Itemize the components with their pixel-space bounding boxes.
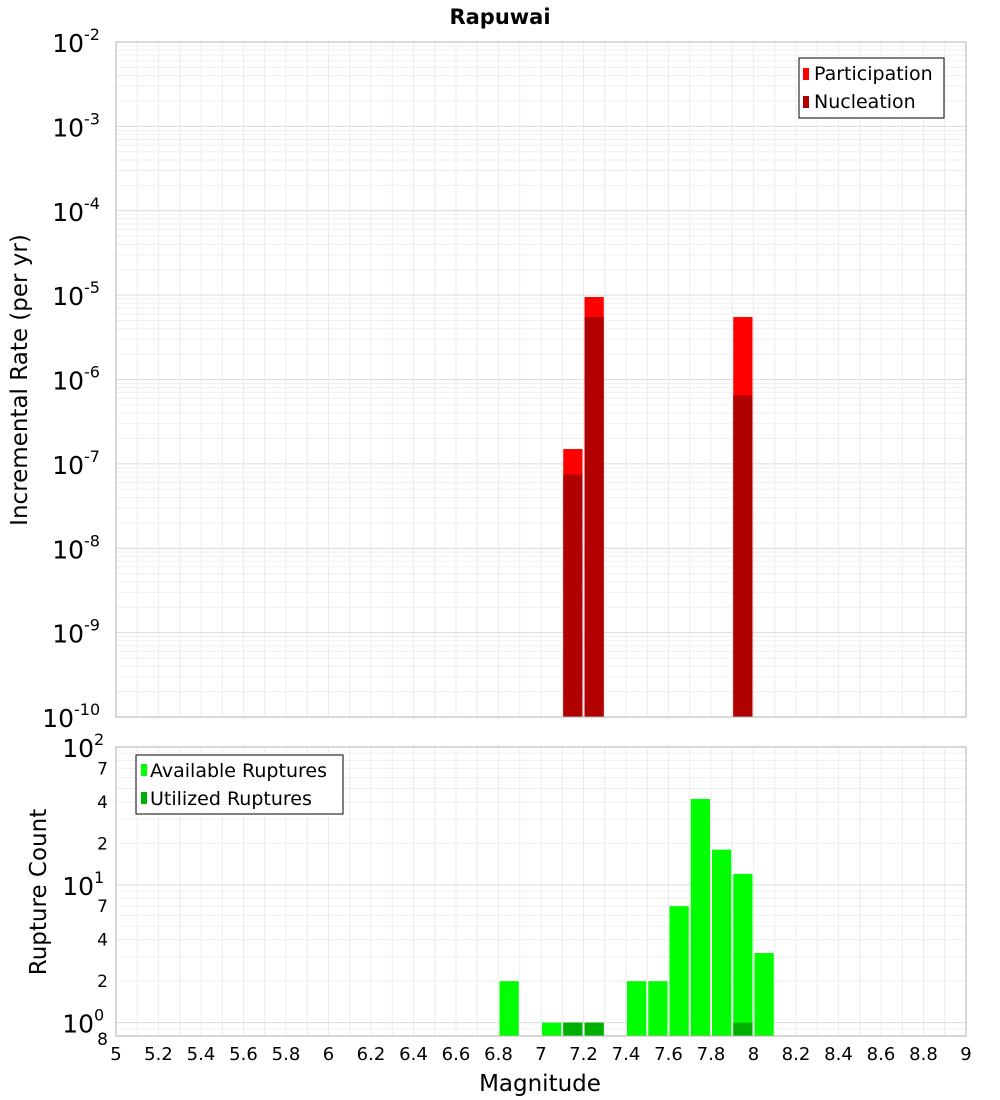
count-panel-grid [115,747,967,1037]
x-tick-label: 5 [110,1044,121,1065]
y-tick-label: 10 [52,451,84,480]
y-tick-exponent: -4 [84,194,100,213]
count-y-axis-label: Rupture Count [26,809,52,975]
bar-available-ruptures [754,953,774,1036]
y-tick-exponent: -10 [74,700,100,719]
x-tick-label: 8.2 [782,1044,811,1065]
bar-nucleation [733,395,753,717]
y-tick-label: 7 [97,759,108,779]
y-tick-label: 10 [52,535,84,564]
x-tick-label: 8.8 [909,1044,938,1065]
legend-label-nucleation: Nucleation [814,91,916,113]
legend-swatch-available-ruptures [141,764,147,776]
y-tick-label: 10 [52,367,84,396]
rate-panel-bars [563,297,753,717]
bar-nucleation [563,474,583,717]
x-tick-label: 7.8 [697,1044,726,1065]
bar-available-ruptures [627,981,647,1036]
x-axis-label: Magnitude [479,1071,601,1097]
y-tick-exponent: 2 [94,730,104,749]
count-legend-box [135,754,344,815]
x-tick-label: 5.8 [272,1044,301,1065]
x-tick-label: 8 [748,1044,759,1065]
legend-label-participation: Participation [814,63,933,85]
y-tick-label: 2 [97,972,108,992]
y-tick-exponent: 1 [94,868,104,887]
x-tick-label: 5.6 [229,1044,258,1065]
count-legend: Available Ruptures Utilized Ruptures [135,754,344,815]
x-tick-label: 6.8 [484,1044,513,1065]
y-tick-label: 10 [62,734,94,763]
y-tick-label: 2 [97,834,108,854]
rate-panel-frame [115,41,967,718]
bar-utilized-ruptures [733,1022,753,1036]
bar-available-ruptures [690,798,710,1036]
y-tick-label: 7 [97,897,108,917]
count-panel-bars [499,798,774,1036]
y-tick-exponent: -6 [84,363,100,382]
legend-label-utilized-ruptures: Utilized Ruptures [150,788,312,810]
bar-available-ruptures [733,873,753,1036]
chart-title: Rapuwai [449,5,550,29]
x-tick-label: 9 [960,1044,971,1065]
x-tick-label: 5.2 [144,1044,173,1065]
rate-y-axis-label: Incremental Rate (per yr) [7,234,33,526]
y-tick-exponent: -8 [84,531,100,550]
legend-swatch-utilized-ruptures [141,792,147,804]
y-tick-exponent: -5 [84,278,100,297]
legend-label-available-ruptures: Available Ruptures [150,760,327,782]
y-tick-label: 4 [97,931,108,951]
x-tick-label: 5.4 [187,1044,216,1065]
y-tick-exponent: -3 [84,109,100,128]
count-panel-frame [115,746,967,1037]
bar-available-ruptures [542,1022,562,1036]
bar-utilized-ruptures [563,1022,583,1036]
x-tick-label: 6 [323,1044,334,1065]
x-tick-label: 8.4 [824,1044,853,1065]
x-tick-label: 7.2 [569,1044,598,1065]
x-tick-labels: 5 5.2 5.4 5.6 5.8 6 6.2 6.4 6.6 6.8 7 7.2 7.4 7.6 7.8 8… [110,1044,971,1065]
x-tick-label: 6.2 [357,1044,386,1065]
x-tick-label: 7.4 [612,1044,641,1065]
bar-available-ruptures [499,981,519,1036]
rate-legend: Participation Nucleation [798,57,945,119]
bar-available-ruptures [648,981,668,1036]
y-tick-label: 10 [62,1010,94,1039]
y-tick-label: 4 [97,793,108,813]
y-tick-label: 10 [52,620,84,649]
bar-utilized-ruptures [584,1022,604,1036]
y-tick-label: 8 [97,1030,108,1050]
x-tick-label: 6.6 [442,1044,471,1065]
bar-available-ruptures [669,906,689,1036]
x-tick-label: 6.4 [399,1044,428,1065]
y-tick-exponent: -2 [84,25,100,44]
y-tick-exponent: -9 [84,616,100,635]
rate-panel-grid [115,42,967,718]
y-tick-label: 10 [52,113,84,142]
y-tick-label: 10 [42,704,74,733]
legend-swatch-nucleation [803,96,809,108]
y-tick-exponent: -7 [84,447,100,466]
x-tick-label: 7.6 [654,1044,683,1065]
x-tick-label: 8.6 [867,1044,896,1065]
legend-swatch-participation [803,68,809,80]
bar-nucleation [584,317,604,717]
y-tick-label: 10 [62,872,94,901]
y-tick-label: 10 [52,29,84,58]
y-tick-label: 10 [52,198,84,227]
x-tick-label: 7 [535,1044,546,1065]
bar-available-ruptures [712,849,732,1036]
y-tick-label: 10 [52,282,84,311]
y-tick-exponent: 0 [94,1006,104,1025]
rate-legend-box [798,57,945,119]
